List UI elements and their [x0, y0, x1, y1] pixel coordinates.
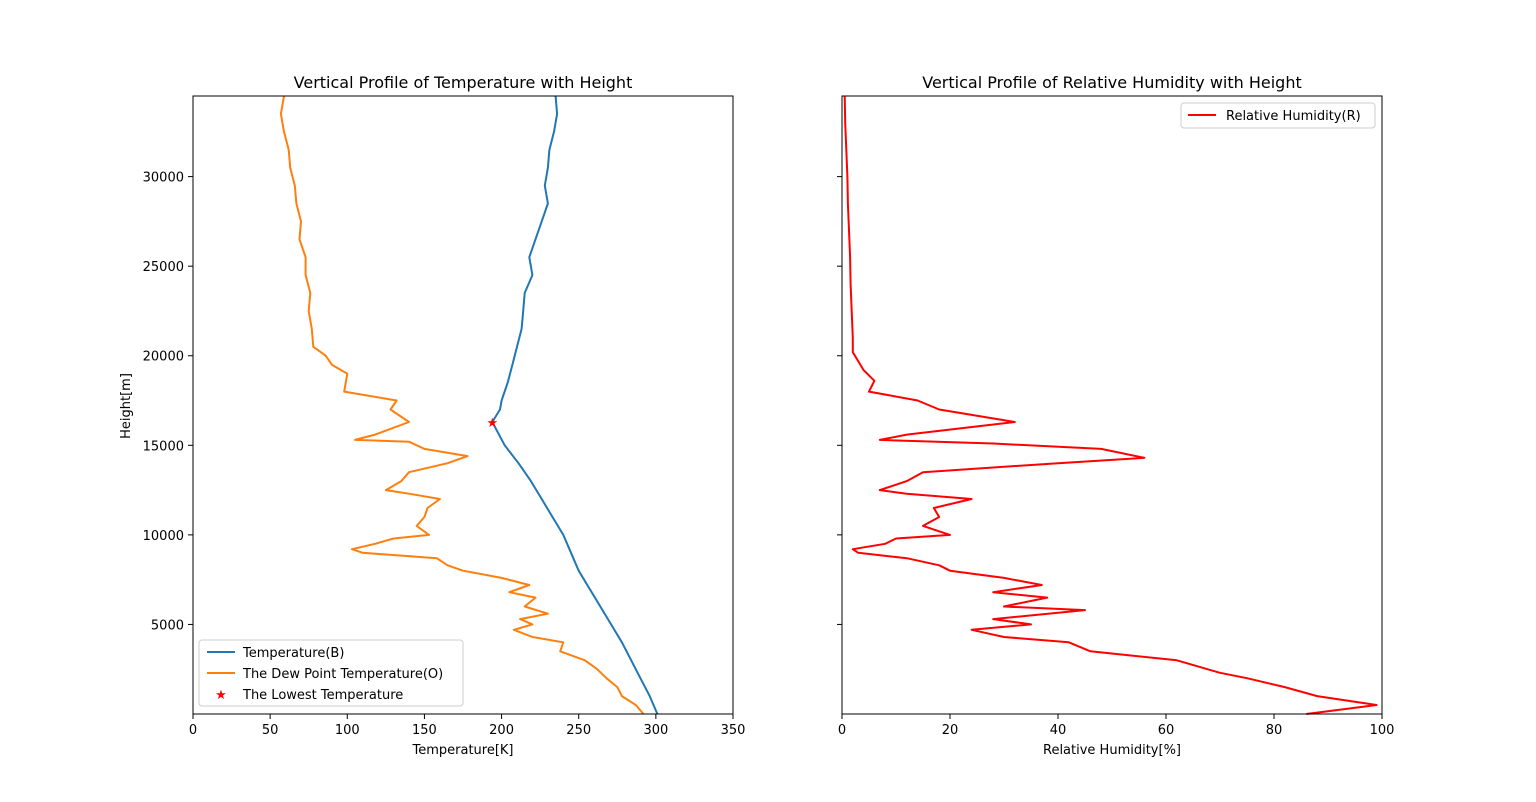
humidity-plot-lines: [843, 95, 1378, 715]
temperature-y-tick-label: 15000: [143, 439, 184, 454]
humidity-chart-title: Vertical Profile of Relative Humidity wi…: [922, 73, 1301, 92]
legend-label-lowest-temperature: The Lowest Temperature: [242, 688, 403, 703]
humidity-legend-box: [1180, 102, 1376, 129]
temperature-x-tick-label: 350: [721, 723, 746, 738]
temperature-x-tick-label: 200: [489, 723, 514, 738]
temperature-y-axis-label: Height[m]: [119, 373, 134, 439]
legend-label-dew-point: The Dew Point Temperature(O): [242, 667, 443, 682]
temperature-x-tick-label: 50: [262, 723, 279, 738]
humidity-x-tick-label: 20: [942, 723, 959, 738]
temperature-y-tick-label: 10000: [143, 529, 184, 544]
temperature-plot-frame: [192, 95, 734, 715]
temperature-legend-box: [198, 639, 464, 707]
temperature-x-tick-label: 300: [643, 723, 668, 738]
temperature-y-tick-label: 5000: [151, 618, 184, 633]
temperature-series-line-0: [491, 95, 659, 715]
temperature-x-tick-label: 150: [412, 723, 437, 738]
lowest-temperature-marker: ★: [486, 416, 498, 431]
temperature-y-tick-label: 30000: [143, 171, 184, 186]
humidity-x-tick-label: 80: [1266, 723, 1283, 738]
humidity-x-tick-label: 40: [1050, 723, 1067, 738]
temperature-x-tick-label: 250: [566, 723, 591, 738]
legend-swatch-lowest-temperature: ★: [215, 688, 227, 703]
temperature-x-tick-label: 100: [335, 723, 360, 738]
humidity-series-line-0: [843, 95, 1378, 715]
temperature-y-tick-label: 20000: [143, 350, 184, 365]
temperature-plot-lines: ★: [279, 95, 659, 715]
temperature-legend: Temperature(B) The Dew Point Temperature…: [198, 639, 464, 707]
humidity-plot-frame: [841, 95, 1383, 715]
temperature-chart: Vertical Profile of Temperature with Hei…: [119, 73, 745, 758]
temperature-axis-ticks: 0 50 100 150 200 250 300 350 5000 10000 15000 20000…: [143, 171, 746, 738]
legend-label-temperature: Temperature(B): [242, 646, 344, 661]
humidity-axis-ticks: 0 20 40 60 80 100: [837, 176, 1395, 738]
temperature-series-line-1: [279, 95, 645, 715]
humidity-chart: Vertical Profile of Relative Humidity wi…: [837, 73, 1394, 758]
temperature-x-tick-label: 0: [189, 723, 197, 738]
humidity-x-tick-label: 100: [1370, 723, 1395, 738]
humidity-legend: Relative Humidity(R): [1180, 102, 1376, 129]
temperature-x-axis-label: Temperature[K]: [411, 743, 513, 758]
humidity-x-tick-label: 0: [838, 723, 846, 738]
temperature-y-tick-label: 25000: [143, 260, 184, 275]
humidity-x-axis-label: Relative Humidity[%]: [1043, 743, 1181, 758]
legend-label-humidity: Relative Humidity(R): [1226, 109, 1361, 124]
temperature-chart-title: Vertical Profile of Temperature with Hei…: [294, 73, 633, 92]
humidity-x-tick-label: 60: [1158, 723, 1175, 738]
